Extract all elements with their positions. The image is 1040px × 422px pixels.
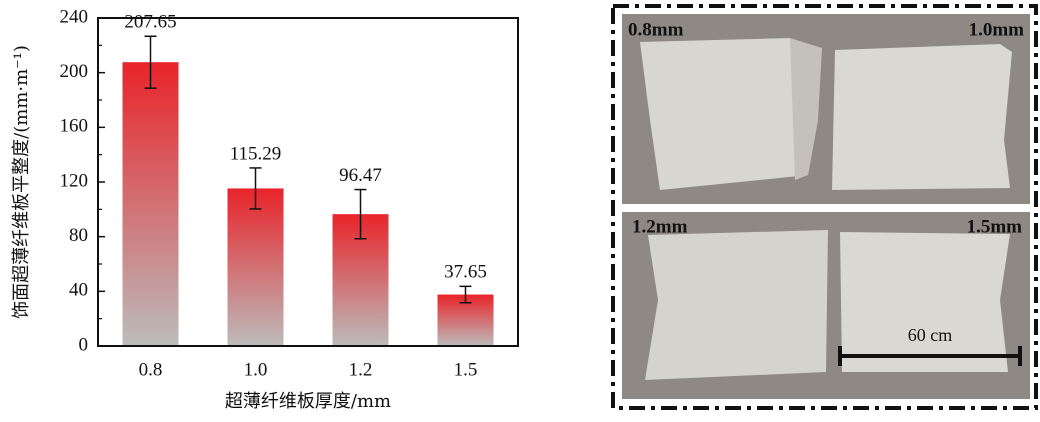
y-axis-title: 饰面超薄纤维板平整度/(mm·m⁻¹): [11, 45, 32, 319]
y-tick-label: 80: [69, 225, 88, 246]
scale-label: 60 cm: [908, 325, 953, 345]
y-tick-label: 160: [60, 116, 89, 137]
y-tick-label: 0: [79, 334, 89, 355]
bar-chart: 0 40 80 120 160 200 240 0.8 207.65 1.0 115.29 1.2 96…: [60, 6, 519, 380]
y-tick-label: 120: [60, 170, 89, 191]
photo-label: 1.5mm: [967, 216, 1023, 237]
value-label: 207.65: [124, 12, 176, 33]
value-label: 96.47: [339, 165, 382, 186]
x-tick-label: 1.5: [454, 359, 478, 380]
x-tick-label: 0.8: [139, 359, 163, 380]
y-tick-label: 200: [60, 61, 89, 82]
bar: [228, 188, 284, 346]
photo-panel: 60 cm 0.8mm 1.0mm 1.2mm 1.5mm: [613, 6, 1036, 408]
x-tick-label: 1.0: [244, 359, 268, 380]
x-tick-label: 1.2: [349, 359, 373, 380]
value-label: 37.65: [444, 262, 487, 283]
figure: 0 40 80 120 160 200 240 0.8 207.65 1.0 115.29 1.2 96…: [0, 0, 1040, 417]
photo-label: 1.0mm: [969, 19, 1025, 40]
value-label: 115.29: [230, 143, 282, 164]
x-axis-title: 超薄纤维板厚度/mm: [225, 391, 391, 412]
sheet: [840, 232, 1010, 372]
photo-label: 1.2mm: [632, 216, 688, 237]
y-tick-label: 240: [60, 6, 89, 27]
bar: [123, 62, 179, 346]
sheet: [832, 44, 1012, 190]
sheet: [645, 230, 828, 380]
y-tick-label: 40: [69, 280, 88, 301]
photo-label: 0.8mm: [628, 19, 684, 40]
